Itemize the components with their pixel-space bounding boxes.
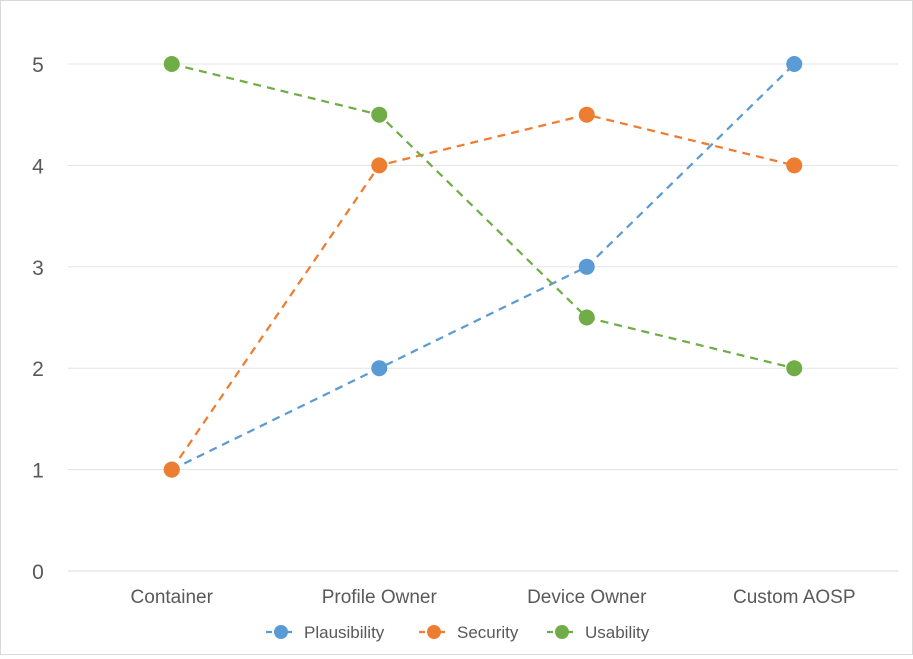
data-point-security: [578, 106, 595, 123]
data-point-plausibility: [578, 258, 595, 275]
legend: Plausibility Security Usability: [266, 623, 650, 642]
legend-swatch-marker: [555, 625, 569, 639]
legend-label: Plausibility: [304, 623, 385, 642]
gridlines: [68, 63, 898, 572]
data-point-security: [786, 157, 803, 174]
y-tick-label: 1: [32, 460, 44, 483]
legend-swatch-marker: [274, 625, 288, 639]
data-point-usability: [786, 360, 803, 377]
series-points: [163, 56, 803, 478]
legend-label: Security: [457, 623, 519, 642]
data-point-security: [163, 461, 180, 478]
data-point-usability: [371, 106, 388, 123]
legend-swatch-marker: [427, 625, 441, 639]
data-point-plausibility: [786, 56, 803, 72]
series-line-usability: [171, 62, 795, 370]
series-lines: [170, 62, 796, 471]
legend-label: Usability: [585, 623, 650, 642]
y-tick-label: 5: [32, 54, 44, 77]
x-tick-label: Device Owner: [527, 587, 647, 608]
data-point-plausibility: [371, 360, 388, 377]
data-point-usability: [163, 56, 180, 72]
legend-item-security: Security: [419, 623, 519, 642]
y-tick-label: 0: [32, 561, 44, 584]
y-axis-ticks: 0 1 2 3 4 5: [32, 54, 44, 584]
y-tick-label: 4: [32, 155, 44, 178]
y-tick-label: 3: [32, 257, 44, 280]
data-point-security: [371, 157, 388, 174]
series-line-security: [170, 113, 795, 471]
x-tick-label: Profile Owner: [322, 587, 438, 608]
legend-item-plausibility: Plausibility: [266, 623, 385, 642]
x-axis-ticks: Container Profile Owner Device Owner Custom…: [131, 587, 856, 608]
x-tick-label: Container: [131, 587, 214, 608]
series-line-plausibility: [171, 63, 796, 471]
x-tick-label: Custom AOSP: [733, 587, 856, 608]
data-point-usability: [578, 309, 595, 326]
legend-item-usability: Usability: [547, 623, 650, 642]
y-tick-label: 2: [32, 358, 44, 381]
